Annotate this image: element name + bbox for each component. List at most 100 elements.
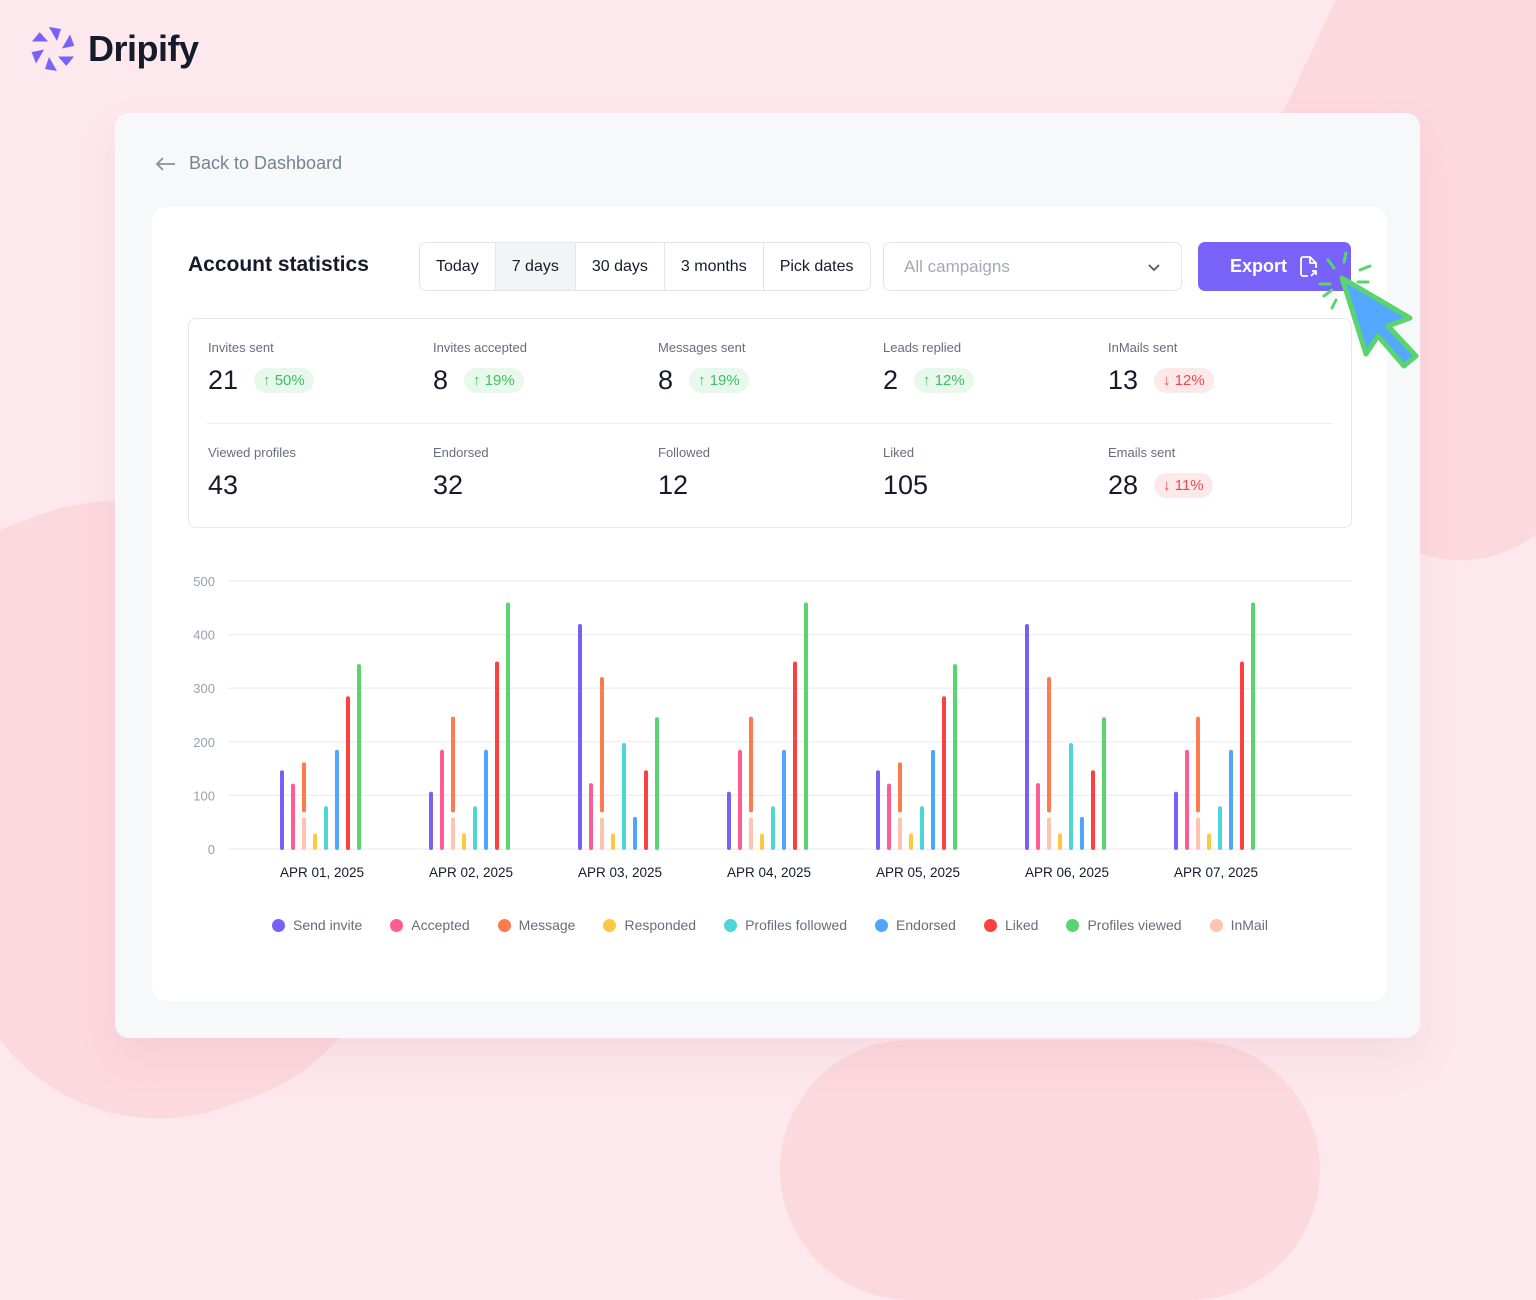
divider — [207, 423, 1333, 424]
stat-value: 12 — [658, 470, 689, 500]
change-value: 12% — [934, 372, 965, 389]
x-tick-label: APR 05, 2025 — [876, 865, 960, 880]
x-tick-label: APR 06, 2025 — [1025, 865, 1109, 880]
page-title: Account statistics — [188, 253, 369, 276]
arrow-up-icon: ↑ — [473, 372, 481, 389]
arrow-down-icon: ↓ — [1163, 372, 1171, 389]
logo: Dripify — [28, 24, 199, 74]
legend-item[interactable]: Responded — [603, 917, 696, 933]
legend-label: Accepted — [411, 917, 470, 933]
campaign-select[interactable]: All campaigns — [883, 242, 1182, 291]
legend-item[interactable]: Send invite — [272, 917, 362, 933]
stat-value: 28 — [1108, 470, 1139, 500]
stat-invites-sent: Invites sent 21 ↑ 50% — [208, 340, 428, 396]
stat-value: 8 — [433, 365, 449, 395]
change-badge: ↓ 11% — [1154, 473, 1213, 498]
legend-dot — [983, 918, 997, 932]
tab-pick-dates[interactable]: Pick dates — [779, 257, 854, 275]
legend-label: Responded — [624, 917, 697, 933]
stat-label: Endorsed — [433, 445, 489, 460]
brand-name: Dripify — [88, 28, 199, 69]
stat-value: 105 — [883, 470, 929, 500]
tab-3-months[interactable]: 3 months — [665, 243, 764, 290]
legend-label: Endorsed — [896, 917, 956, 933]
legend-label: Profiles viewed — [1087, 917, 1182, 933]
stat-leads-replied: Leads replied 2 ↑ 12% — [883, 340, 1103, 396]
stat-label: Viewed profiles — [208, 445, 296, 460]
change-badge: ↓ 12% — [1154, 368, 1214, 393]
back-to-dashboard-link[interactable]: Back to Dashboard — [155, 153, 342, 174]
x-tick-label: APR 07, 2025 — [1174, 865, 1258, 880]
legend-label: Send invite — [293, 917, 363, 933]
legend-item[interactable]: Accepted — [390, 917, 470, 933]
arrow-down-icon: ↓ — [1163, 477, 1171, 494]
x-tick-label: APR 01, 2025 — [280, 865, 364, 880]
change-value: 12% — [1174, 372, 1205, 389]
stat-value: 43 — [208, 470, 239, 500]
tab-today[interactable]: Today — [420, 243, 496, 290]
legend-item[interactable]: Liked — [983, 917, 1039, 933]
stat-followed: Followed 12 — [658, 445, 878, 501]
arrow-up-icon: ↑ — [263, 372, 271, 389]
activity-chart: 0 100 200 300 400 500 APR 01, 2025 APR 02, 2025… — [193, 574, 1352, 880]
stat-label: Liked — [883, 445, 915, 460]
x-tick-label: APR 03, 2025 — [578, 865, 662, 880]
legend-dot — [724, 918, 738, 932]
change-badge: ↑ 19% — [464, 368, 524, 393]
legend-dot — [1066, 918, 1080, 932]
stat-value: 8 — [658, 365, 674, 395]
change-badge: ↑ 19% — [689, 368, 749, 393]
change-badge: ↑ 12% — [914, 368, 974, 393]
stat-label: Invites accepted — [433, 340, 527, 355]
y-tick-label: 500 — [193, 574, 215, 589]
stat-viewed-profiles: Viewed profiles 43 — [208, 445, 428, 501]
cursor-pointer-icon — [1318, 251, 1419, 369]
export-button[interactable]: Export — [1198, 242, 1351, 291]
legend-item[interactable]: Profiles followed — [724, 917, 847, 933]
legend-dot — [272, 918, 285, 932]
export-label: Export — [1229, 256, 1287, 276]
dripify-logo-icon — [31, 27, 75, 71]
stat-invites-accepted: Invites accepted 8 ↑ 19% — [433, 340, 653, 396]
legend-label: Message — [518, 917, 576, 933]
legend-dot — [497, 918, 511, 932]
y-tick-label: 300 — [193, 681, 215, 696]
legend-dot — [875, 918, 889, 932]
stat-endorsed: Endorsed 32 — [433, 445, 653, 501]
stat-messages-sent: Messages sent 8 ↑ 19% — [658, 340, 878, 396]
arrow-up-icon: ↑ — [923, 372, 931, 389]
campaign-select-value: All campaigns — [904, 256, 1010, 276]
stat-label: Invites sent — [208, 340, 274, 355]
y-tick-label: 100 — [193, 788, 215, 803]
tab-7-days[interactable]: 7 days — [495, 243, 576, 290]
legend-label: Liked — [1004, 917, 1039, 933]
change-value: 19% — [709, 372, 740, 389]
legend-item[interactable]: Profiles viewed — [1066, 917, 1182, 933]
stat-inmails-sent: InMails sent 13 ↓ 12% — [1108, 340, 1328, 396]
stat-label: Leads replied — [883, 340, 962, 355]
stat-liked: Liked 105 — [883, 445, 1103, 501]
statistics-card: Back to Dashboard Account statistics Tod… — [115, 113, 1420, 1038]
file-export-icon — [1300, 255, 1317, 277]
stat-value: 2 — [883, 365, 899, 395]
legend-item[interactable]: Message — [497, 917, 576, 933]
legend-dot — [1209, 918, 1223, 932]
tab-30-days[interactable]: 30 days — [576, 243, 665, 290]
legend-item[interactable]: Endorsed — [875, 917, 956, 933]
chart-legend: Send invite Accepted Message Responded Profi… — [272, 917, 1268, 933]
stat-label: Messages sent — [658, 340, 746, 355]
stat-value: 21 — [208, 365, 239, 395]
legend-dot — [603, 918, 617, 932]
legend-label: Profiles followed — [745, 917, 848, 933]
legend-dot — [390, 918, 404, 932]
stat-label: InMails sent — [1108, 340, 1178, 355]
stat-label: Followed — [658, 445, 711, 460]
arrow-up-icon: ↑ — [698, 372, 706, 389]
legend-item[interactable]: InMail — [1209, 917, 1268, 933]
legend-label: InMail — [1230, 917, 1268, 933]
bg-shape — [780, 1040, 1320, 1300]
x-tick-label: APR 04, 2025 — [727, 865, 811, 880]
stats-grid: Invites sent 21 ↑ 50% Invites accepted 8 ↑ 19… — [188, 318, 1352, 528]
chevron-down-icon — [1148, 263, 1160, 271]
stat-emails-sent: Emails sent 28 ↓ 11% — [1108, 445, 1328, 501]
